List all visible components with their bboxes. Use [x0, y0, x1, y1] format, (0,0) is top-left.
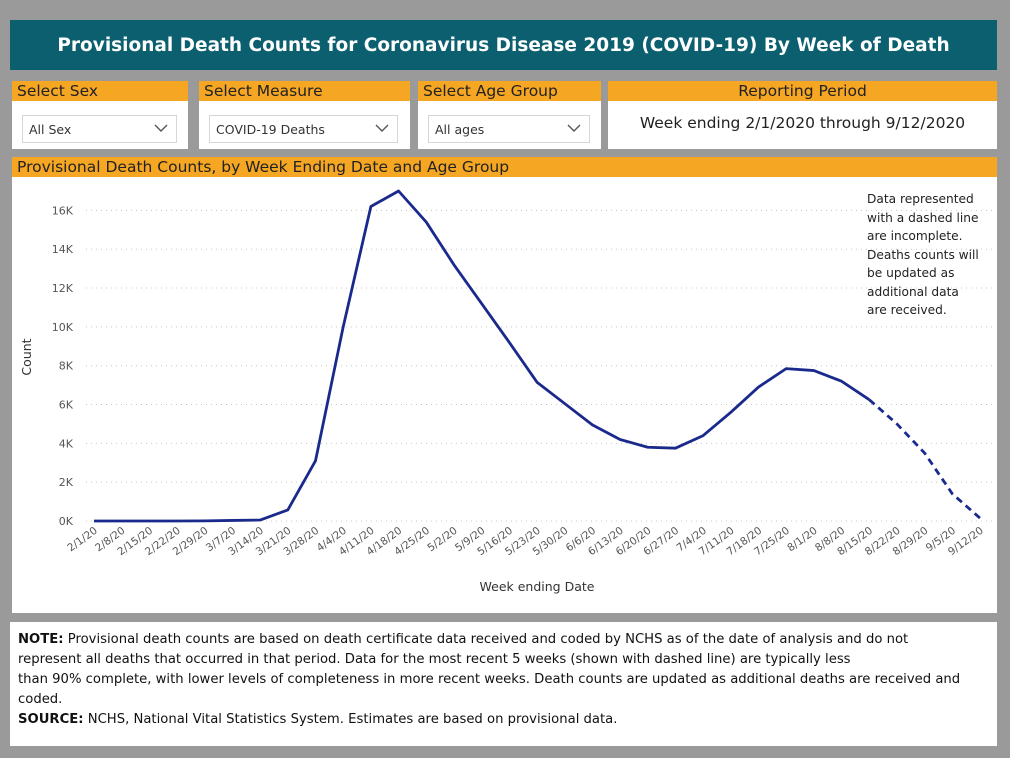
annotation-line: be updated as	[867, 266, 955, 280]
data-point	[950, 492, 954, 496]
y-tick-label: 14K	[52, 243, 74, 256]
data-point	[147, 519, 151, 523]
data-point	[92, 519, 96, 523]
line-chart: 0K2K4K6K8K10K12K14K16K2/1/202/8/202/15/2…	[19, 189, 995, 594]
y-tick-label: 10K	[52, 321, 74, 334]
y-tick-label: 6K	[59, 399, 74, 412]
source-label: SOURCE:	[18, 712, 84, 727]
data-point	[563, 402, 567, 406]
y-tick-label: 4K	[59, 437, 74, 450]
y-tick-label: 0K	[59, 515, 74, 528]
sex-dropdown[interactable]: All Sex	[22, 115, 177, 143]
data-point	[507, 340, 511, 344]
y-tick-label: 2K	[59, 476, 74, 489]
note-line: coded.	[18, 692, 63, 707]
y-axis-label: Count	[19, 338, 34, 375]
sex-filter-panel: Select Sex All Sex	[12, 81, 188, 149]
note-line: NOTE: Provisional death counts are based…	[18, 630, 989, 650]
annotation-line: Deaths counts will	[867, 247, 979, 262]
chart-panel: Provisional Death Counts, by Week Ending…	[12, 157, 997, 613]
data-point	[535, 380, 539, 384]
data-point	[729, 410, 733, 414]
measure-filter-panel: Select Measure COVID-19 Deaths	[199, 81, 410, 149]
note-label: NOTE:	[18, 632, 64, 647]
note-panel: NOTE: Provisional death counts are based…	[10, 622, 997, 746]
series-line-solid	[94, 189, 871, 523]
data-point	[452, 263, 456, 267]
data-point	[701, 434, 705, 438]
data-point	[784, 367, 788, 371]
measure-dropdown[interactable]: COVID-19 Deaths	[209, 115, 398, 143]
reporting-period-label: Reporting Period	[608, 81, 997, 101]
data-point	[757, 385, 761, 389]
annotation-line: additional data	[867, 284, 959, 299]
age-filter-label: Select Age Group	[418, 81, 601, 101]
annotation-line: Data represented	[867, 192, 974, 206]
data-point	[258, 518, 262, 522]
age-dropdown[interactable]: All ages	[428, 115, 590, 143]
chart-panel-title: Provisional Death Counts, by Week Ending…	[12, 157, 997, 177]
note-text: Provisional death counts are based on de…	[63, 632, 909, 647]
note-line: represent all deaths that occurred in th…	[18, 652, 851, 667]
y-tick-label: 16K	[52, 204, 74, 217]
reporting-period-value: Week ending 2/1/2020 through 9/12/2020	[639, 114, 966, 132]
data-point	[341, 325, 345, 329]
data-point	[397, 189, 401, 193]
data-point	[480, 302, 484, 306]
source-text: NCHS, National Vital Statistics System. …	[83, 712, 618, 727]
x-tick-label: 5/2/20	[425, 525, 459, 555]
dashboard-title: Provisional Death Counts for Coronavirus…	[10, 20, 997, 70]
data-point	[314, 459, 318, 463]
incomplete-data-annotation: Data represented with a dashed line are …	[867, 190, 979, 320]
x-axis-label: Week ending Date	[480, 579, 595, 594]
sex-filter-label: Select Sex	[12, 81, 188, 101]
chevron-down-icon	[567, 124, 581, 132]
data-point	[923, 451, 927, 455]
note-line: than 90% complete, with lower levels of …	[18, 672, 961, 687]
series-line-dashed	[868, 398, 981, 520]
chevron-down-icon	[375, 124, 389, 132]
annotation-line: with a dashed line	[867, 210, 979, 225]
data-point	[867, 398, 871, 402]
data-point	[175, 519, 179, 523]
source-line: SOURCE: NCHS, National Vital Statistics …	[18, 710, 989, 730]
chevron-down-icon	[154, 124, 168, 132]
age-dropdown-value: All ages	[435, 121, 485, 137]
annotation-line: are received.	[867, 303, 947, 317]
measure-filter-label: Select Measure	[199, 81, 410, 101]
data-point	[646, 445, 650, 449]
data-point	[590, 423, 594, 427]
reporting-period-panel: Reporting Period Week ending 2/1/2020 th…	[608, 81, 997, 149]
data-point	[203, 519, 207, 523]
data-point	[978, 516, 982, 520]
sex-dropdown-value: All Sex	[29, 121, 72, 137]
data-point	[840, 379, 844, 383]
data-point	[618, 437, 622, 441]
x-tick-label: 2/1/20	[65, 525, 99, 555]
data-point	[673, 446, 677, 450]
data-point	[812, 369, 816, 373]
x-tick-label: 8/1/20	[785, 525, 819, 555]
data-point	[424, 220, 428, 224]
annotation-line: are incomplete.	[867, 229, 963, 243]
data-point	[895, 422, 899, 426]
data-point	[286, 508, 290, 512]
y-tick-label: 8K	[59, 360, 74, 373]
data-point	[230, 518, 234, 522]
y-tick-label: 12K	[52, 282, 74, 295]
data-point	[369, 205, 373, 209]
data-point	[120, 519, 124, 523]
age-filter-panel: Select Age Group All ages	[418, 81, 601, 149]
measure-dropdown-value: COVID-19 Deaths	[216, 121, 325, 137]
